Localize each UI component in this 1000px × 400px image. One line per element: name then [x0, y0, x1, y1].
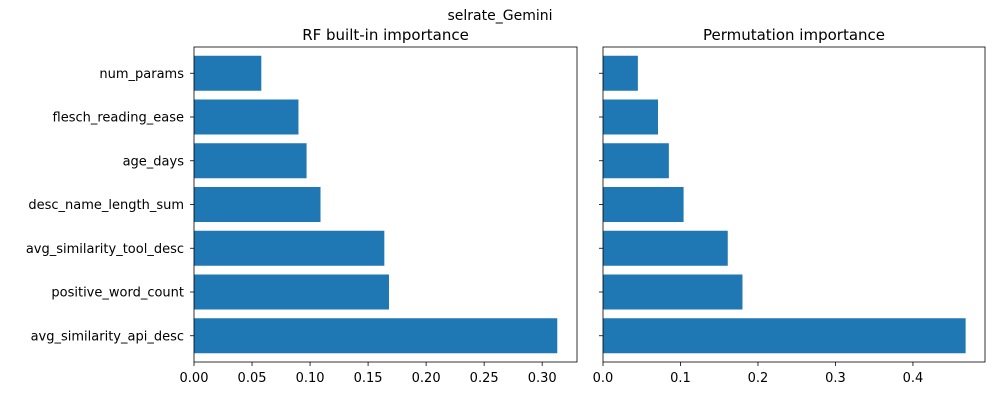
x-tick-label: 0.4 — [903, 371, 924, 386]
y-tick-label-desc-name-length-sum: desc_name_length_sum — [28, 198, 184, 213]
x-tick-label: 0.00 — [180, 371, 209, 386]
panel-title: RF built-in importance — [302, 26, 469, 44]
x-tick-label: 0.20 — [412, 371, 441, 386]
y-tick-label-positive-word-count: positive_word_count — [51, 286, 184, 301]
bar-flesch-reading-ease — [194, 99, 299, 135]
bar-desc-name-length-sum — [194, 187, 321, 222]
bar-avg-similarity-tool-desc — [194, 230, 385, 266]
x-tick-label: 0.1 — [670, 371, 691, 386]
panel-title: Permutation importance — [703, 26, 885, 44]
permutation-importance-panel: 0.0 0.1 0.2 0.3 0.4 Permutation importance — [593, 26, 986, 386]
y-tick-label-num-params: num_params — [99, 67, 184, 82]
x-tick-label: 0.25 — [470, 371, 499, 386]
bar-avg-similarity-api-desc — [194, 318, 558, 354]
x-tick-label: 0.15 — [354, 371, 383, 386]
bar-flesch-reading-ease — [603, 99, 659, 135]
rf-importance-panel: 0.00 0.05 0.10 0.15 0.20 0.25 0.30 avg_similari… — [26, 26, 578, 386]
bar-avg-similarity-api-desc — [603, 318, 966, 354]
bar-positive-word-count — [194, 274, 389, 310]
x-tick-label: 0.3 — [825, 371, 846, 386]
bar-age-days — [603, 143, 669, 179]
x-tick-label: 0.0 — [593, 371, 614, 386]
bar-num-params — [194, 55, 262, 91]
y-tick-label-avg-similarity-tool-desc: avg_similarity_tool_desc — [26, 242, 184, 257]
y-tick-label-flesch-reading-ease: flesch_reading_ease — [53, 111, 184, 126]
y-tick-label-avg-similarity-api-desc: avg_similarity_api_desc — [31, 329, 184, 344]
bar-num-params — [603, 55, 638, 91]
x-tick-label: 0.2 — [748, 371, 769, 386]
y-tick-label-age-days: age_days — [123, 154, 185, 169]
bar-avg-similarity-tool-desc — [603, 230, 728, 266]
x-tick-label: 0.30 — [528, 371, 557, 386]
bar-age-days — [194, 143, 307, 179]
bar-positive-word-count — [603, 274, 743, 310]
x-tick-label: 0.05 — [238, 371, 267, 386]
bar-desc-name-length-sum — [603, 187, 684, 222]
x-tick-label: 0.10 — [296, 371, 325, 386]
figure-suptitle: selrate_Gemini — [448, 8, 553, 24]
